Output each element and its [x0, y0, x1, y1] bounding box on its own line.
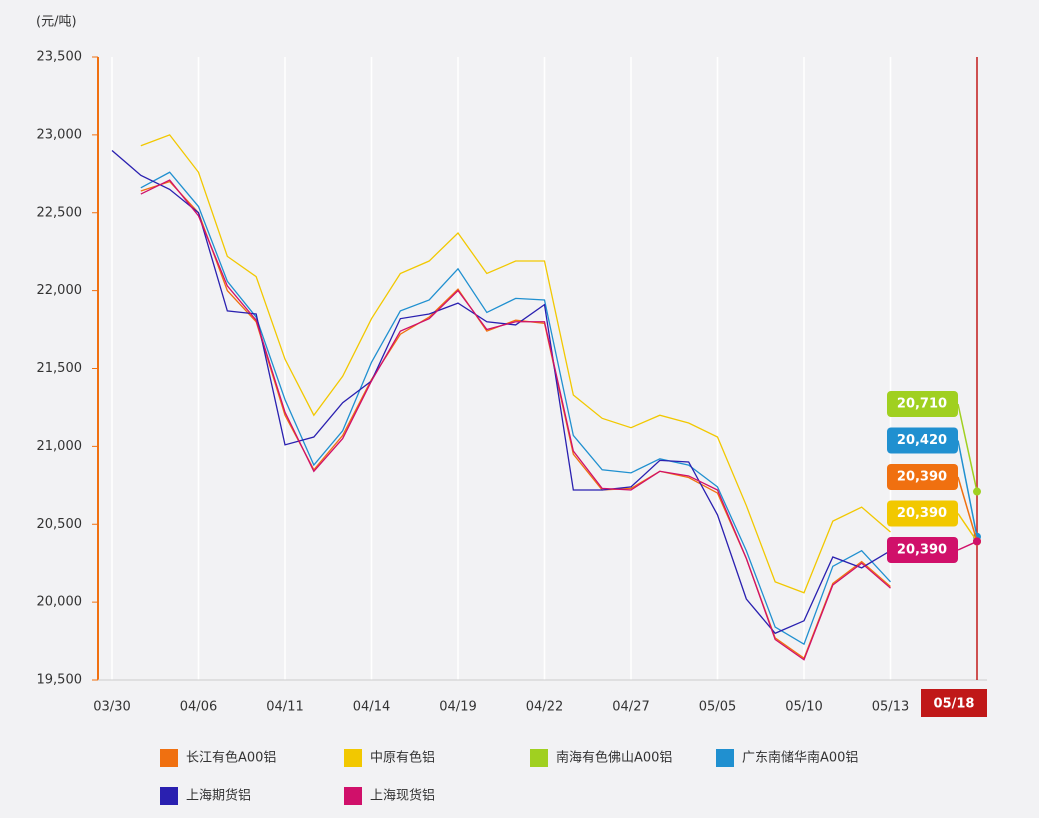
x-tick-label: 04/22 — [526, 700, 563, 715]
y-tick-label: 23,000 — [37, 127, 83, 142]
x-tick-label: 05/18 — [934, 697, 975, 712]
legend-swatch — [160, 787, 178, 805]
series-line — [111, 149, 891, 635]
value-tag — [887, 500, 958, 527]
x-tick-label: 04/06 — [180, 700, 217, 715]
y-tick-label: 20,000 — [37, 595, 83, 610]
y-tick-label: 21,000 — [37, 439, 83, 454]
x-tick-label: 04/11 — [266, 700, 303, 715]
legend-label: 中原有色铝 — [370, 750, 435, 766]
x-tick-label: 05/05 — [699, 700, 736, 715]
legend-swatch — [530, 749, 548, 767]
value-label: 20,710 — [897, 397, 947, 412]
current-date-box — [921, 689, 987, 717]
tag-pointer — [957, 440, 978, 537]
legend-label: 上海期货铝 — [186, 788, 251, 804]
y-tick-label: 22,000 — [37, 283, 83, 298]
legend-label: 长江有色A00铝 — [186, 750, 276, 766]
x-tick-label: 04/19 — [439, 700, 476, 715]
y-tick-label: 19,500 — [37, 673, 83, 688]
end-marker — [973, 487, 981, 496]
x-tick-label: 04/14 — [353, 700, 390, 715]
value-label: 20,390 — [897, 470, 947, 485]
end-marker — [973, 537, 981, 546]
x-tick-label: 05/10 — [785, 700, 822, 715]
value-label: 20,390 — [897, 543, 947, 558]
x-tick-label: 03/30 — [93, 700, 130, 715]
value-tag — [887, 427, 958, 454]
y-unit: (元/吨) — [36, 15, 77, 30]
x-tick-label: 04/27 — [612, 700, 649, 715]
legend-label: 南海有色佛山A00铝 — [556, 750, 672, 766]
tag-pointer — [957, 476, 978, 542]
legend-swatch — [716, 749, 734, 767]
value-tag — [887, 391, 958, 417]
legend-label: 广东南储华南A00铝 — [742, 750, 858, 766]
y-tick-label: 21,500 — [37, 361, 83, 376]
value-tag — [887, 464, 958, 490]
y-tick-label: 23,500 — [37, 50, 83, 65]
value-label: 20,390 — [897, 506, 947, 521]
y-tick-label: 20,500 — [37, 517, 83, 532]
legend-swatch — [160, 749, 178, 767]
x-tick-label: 05/13 — [872, 700, 909, 715]
legend-label: 上海现货铝 — [370, 788, 435, 804]
value-label: 20,420 — [897, 433, 947, 448]
y-tick-label: 22,500 — [37, 205, 83, 220]
value-tag — [887, 537, 958, 563]
legend-swatch — [344, 749, 362, 767]
legend-swatch — [344, 787, 362, 805]
tag-pointer — [957, 403, 978, 492]
tag-pointer — [957, 513, 978, 542]
